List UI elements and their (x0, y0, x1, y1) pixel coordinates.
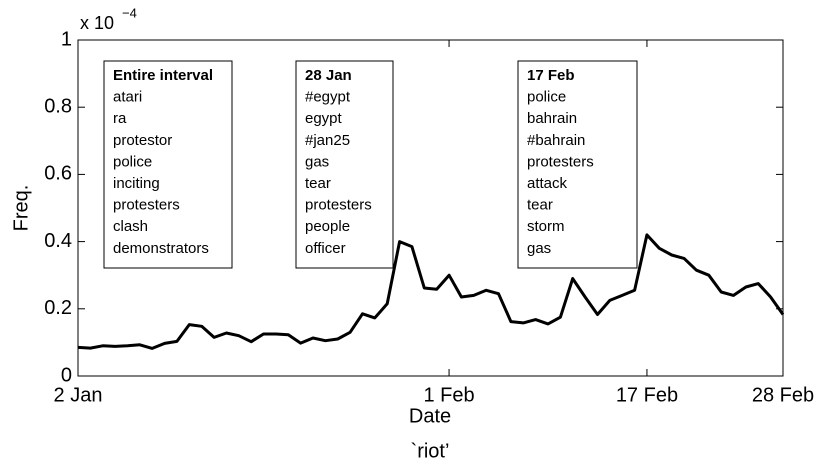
x-tick-label: 28 Feb (752, 384, 814, 406)
annotation-word: protesters (305, 197, 372, 214)
data-line (77, 233, 785, 350)
y-axis-label: Freq. (10, 185, 32, 232)
annotation-word: egypt (305, 110, 343, 127)
y-multiplier: x 10 (80, 13, 114, 33)
annotation-title: 17 Feb (527, 67, 575, 84)
y-tick-label: 1 (61, 28, 72, 50)
y-tick-label: 0.6 (44, 163, 72, 185)
annotation-word: #jan25 (305, 132, 350, 149)
annotation-word: gas (305, 153, 329, 170)
annotation-word: attack (527, 175, 568, 192)
annotation-box (295, 60, 394, 269)
annotation-word: people (305, 218, 350, 235)
y-tick-label: 0.4 (44, 230, 72, 252)
annotation-word: demonstrators (113, 240, 209, 257)
annotation-word: protestor (113, 132, 172, 149)
annotation-word: tear (527, 197, 553, 214)
annotation-title: 28 Jan (305, 67, 352, 84)
x-tick-label: 2 Jan (54, 384, 103, 406)
annotation-word: protesters (527, 153, 594, 170)
x-axis-label: Date (409, 405, 451, 427)
annotation-box (517, 60, 638, 269)
annotation-word: #egypt (305, 89, 351, 106)
annotation-word: officer (305, 240, 346, 257)
annotation-word: gas (527, 240, 551, 257)
annotation-word: tear (305, 175, 331, 192)
annotation-word: atari (113, 89, 142, 106)
annotation-box (103, 60, 233, 269)
annotation-word: protesters (113, 197, 180, 214)
y-tick-label: 0.2 (44, 297, 72, 319)
annotation-word: police (527, 89, 566, 106)
plot-frame (77, 39, 784, 377)
annotation-word: storm (527, 218, 565, 235)
caption: `riot’ (411, 440, 450, 462)
x-tick-label: 17 Feb (616, 384, 678, 406)
annotation-word: police (113, 153, 152, 170)
annotation-title: Entire interval (113, 67, 213, 84)
annotation-word: bahrain (527, 110, 577, 127)
y-tick-label: 0.8 (44, 95, 72, 117)
y-multiplier-exponent: −4 (122, 5, 137, 20)
annotation-word: clash (113, 218, 148, 235)
y-tick-label: 0 (61, 364, 72, 386)
x-tick-label: 1 Feb (423, 384, 474, 406)
annotation-word: ra (113, 110, 127, 127)
annotation-word: #bahrain (527, 132, 585, 149)
annotation-word: inciting (113, 175, 160, 192)
